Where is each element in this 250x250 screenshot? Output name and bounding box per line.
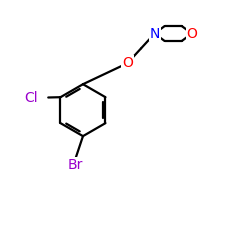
Text: Cl: Cl bbox=[24, 91, 38, 105]
Text: O: O bbox=[186, 26, 197, 40]
Text: N: N bbox=[150, 26, 160, 40]
Text: O: O bbox=[122, 56, 133, 70]
Text: Br: Br bbox=[68, 158, 83, 172]
